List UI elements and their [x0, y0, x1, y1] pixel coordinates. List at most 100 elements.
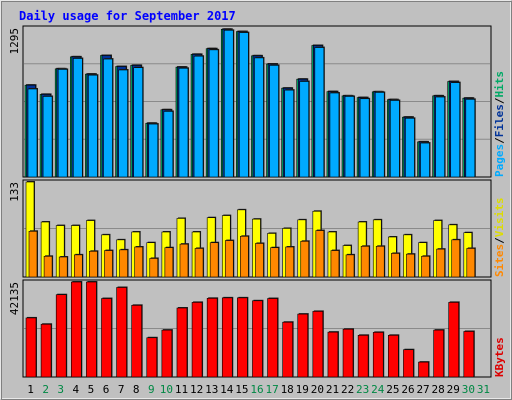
bar-pages-day-3 [57, 69, 68, 178]
x-tick-label-day-26: 26 [401, 383, 414, 396]
x-tick-label-day-12: 12 [190, 383, 203, 396]
series-axis-label-group: Sites/Visits [493, 198, 506, 278]
bar-pages-day-4 [72, 58, 83, 178]
bar-kbytes-day-18 [282, 321, 293, 378]
bar-pages-day-29 [450, 82, 461, 178]
bar-sites-day-21 [330, 250, 340, 278]
bar-pages-day-20 [314, 47, 325, 178]
x-tick-label-day-18: 18 [281, 383, 294, 396]
bar-sites-day-26 [406, 253, 415, 278]
bar-kbytes-day-23 [357, 334, 369, 378]
x-tick-label-day-15: 15 [235, 383, 248, 396]
bar-sites-day-25 [391, 253, 400, 278]
bar-pages-day-14 [223, 30, 234, 178]
x-tick-label-day-11: 11 [175, 383, 188, 396]
bar-pages-day-12 [193, 55, 204, 178]
panel-visits-sites: 133 Sites/Visits [8, 179, 506, 278]
bar-sites-day-17 [270, 247, 279, 278]
bar-kbytes-day-6 [101, 298, 112, 378]
bar-kbytes-day-25 [388, 334, 399, 378]
bar-sites-day-6 [104, 250, 113, 278]
bar-kbytes-day-4 [70, 281, 82, 378]
bar-kbytes-day-10 [161, 329, 173, 378]
bar-sites-day-18 [285, 246, 294, 278]
x-tick-label-day-24: 24 [371, 383, 385, 396]
y-max-label: 42135 [8, 282, 21, 315]
x-tick-label-day-14: 14 [220, 383, 234, 396]
x-tick-label-day-7: 7 [118, 383, 125, 396]
axis-label-sites: Sites [493, 244, 506, 277]
bar-kbytes-day-15 [237, 297, 248, 378]
axis-label-pages: Pages [493, 144, 506, 177]
x-tick-label-day-9: 9 [148, 383, 155, 396]
x-tick-label-day-13: 13 [205, 383, 218, 396]
bar-sites-day-4 [73, 254, 83, 278]
bar-sites-day-10 [164, 247, 174, 278]
bar-pages-day-27 [420, 142, 430, 178]
series-axis-label-group: Pages/Files/Hits [493, 71, 506, 177]
bar-pages-day-19 [299, 81, 310, 178]
x-tick-label-day-28: 28 [432, 383, 445, 396]
bar-kbytes-day-5 [86, 281, 97, 378]
x-tick-label-day-8: 8 [133, 383, 140, 396]
series-axis-labels: KBytes [493, 337, 506, 377]
bar-pages-day-8 [133, 67, 143, 178]
bar-sites-day-14 [224, 240, 234, 278]
x-tick-label-day-30: 30 [462, 383, 475, 396]
bar-kbytes-day-19 [297, 313, 309, 378]
bar-kbytes-day-17 [267, 298, 278, 378]
bar-sites-day-23 [360, 245, 370, 278]
x-tick-label-day-4: 4 [73, 383, 80, 396]
bar-sites-day-27 [421, 255, 430, 278]
x-axis: 1 2 3 4 5 6 7 8 9 10 11 12 13 14 15 16 17 18 19 20 21 22 23 24 2… [27, 383, 490, 396]
bar-sites-day-1 [28, 230, 38, 278]
x-tick-label-day-5: 5 [88, 383, 95, 396]
axis-label-visits: Visits [493, 198, 506, 238]
bar-kbytes-day-21 [327, 331, 339, 378]
bar-kbytes-day-14 [221, 297, 233, 378]
bar-sites-day-3 [58, 256, 68, 278]
bar-sites-day-24 [375, 245, 385, 278]
bar-pages-day-7 [118, 69, 128, 178]
bar-pages-day-23 [359, 98, 370, 178]
bar-kbytes-day-26 [403, 349, 414, 378]
bar-sites-day-2 [43, 255, 53, 278]
bar-pages-day-21 [329, 92, 340, 178]
bar-sites-day-22 [345, 254, 355, 278]
bar-kbytes-day-28 [433, 329, 444, 378]
bar-kbytes-day-7 [116, 287, 127, 378]
axis-label-files: Files [493, 104, 506, 137]
bar-pages-day-26 [405, 118, 415, 178]
x-tick-label-day-25: 25 [386, 383, 399, 396]
chart-title: Daily usage for September 2017 [19, 9, 236, 23]
bar-pages-day-24 [374, 92, 385, 178]
bar-kbytes-day-2 [40, 323, 52, 378]
bar-sites-day-19 [300, 240, 310, 278]
axis-label-hits: Hits [493, 71, 506, 98]
panel-kbytes: 42135 KBytes [8, 279, 506, 378]
bar-sites-day-20 [315, 230, 325, 278]
axis-label-separator: / [493, 237, 506, 244]
x-tick-label-day-16: 16 [250, 383, 263, 396]
bar-pages-day-9 [148, 123, 159, 178]
axis-label-separator: / [493, 97, 506, 104]
y-max-label: 1295 [8, 28, 21, 55]
bar-pages-day-10 [163, 111, 174, 178]
bar-kbytes-day-29 [448, 302, 460, 378]
bar-sites-day-29 [451, 239, 461, 278]
panels-layer: 1295Pages/Files/Hits133Sites/Visits42135… [8, 25, 506, 378]
bar-sites-day-16 [255, 243, 264, 278]
x-tick-label-day-31: 31 [477, 383, 490, 396]
bar-kbytes-day-8 [131, 305, 142, 378]
x-tick-label-day-10: 10 [160, 383, 173, 396]
x-tick-label-day-2: 2 [42, 383, 49, 396]
bar-kbytes-day-1 [25, 317, 37, 378]
bar-pages-day-17 [269, 65, 279, 178]
bar-pages-day-22 [344, 96, 355, 178]
bar-sites-day-30 [466, 248, 476, 278]
bar-pages-day-1 [27, 88, 38, 178]
bar-sites-day-12 [194, 248, 204, 278]
bar-kbytes-day-12 [191, 302, 203, 378]
bar-pages-day-13 [208, 49, 219, 178]
